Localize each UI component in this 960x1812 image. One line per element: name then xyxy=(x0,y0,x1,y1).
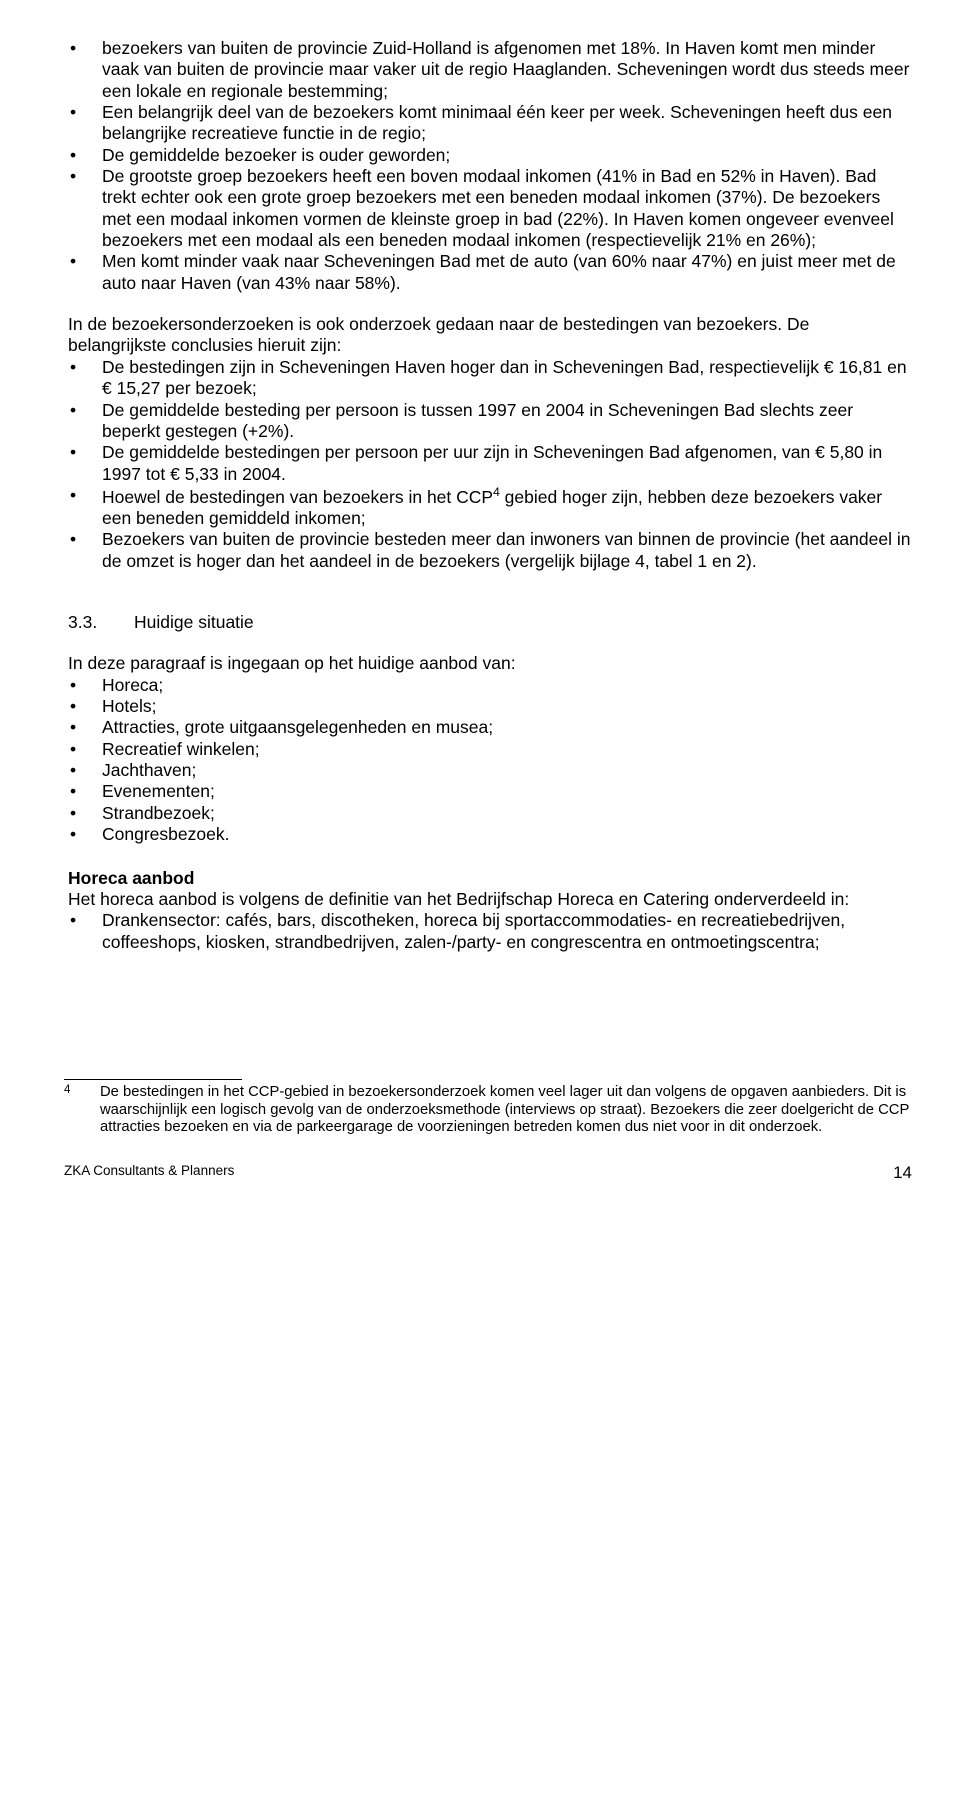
top-bullet-list: bezoekers van buiten de provincie Zuid-H… xyxy=(68,38,912,294)
list-item: Hoewel de bestedingen van bezoekers in h… xyxy=(68,485,912,530)
list-item: Horeca; xyxy=(68,675,912,696)
list-item: Bezoekers van buiten de provincie bested… xyxy=(68,529,912,572)
list-item: De gemiddelde bezoeker is ouder geworden… xyxy=(68,145,912,166)
list-item: De bestedingen zijn in Scheveningen Have… xyxy=(68,357,912,400)
list-item: Attracties, grote uitgaansgelegenheden e… xyxy=(68,717,912,738)
list-item: Drankensector: cafés, bars, discotheken,… xyxy=(68,910,912,953)
footnote-number: 4 xyxy=(64,1084,100,1137)
list-item: Evenementen; xyxy=(68,781,912,802)
list-item: De gemiddelde bestedingen per persoon pe… xyxy=(68,442,912,485)
section-title: Huidige situatie xyxy=(134,612,254,632)
list-item: bezoekers van buiten de provincie Zuid-H… xyxy=(68,38,912,102)
footer-publisher: ZKA Consultants & Planners xyxy=(64,1163,234,1184)
footnote-text: De bestedingen in het CCP-gebied in bezo… xyxy=(100,1084,912,1137)
list-item: De grootste groep bezoekers heeft een bo… xyxy=(68,166,912,251)
section-number: 3.3. xyxy=(68,612,134,633)
list-item: Een belangrijk deel van de bezoekers kom… xyxy=(68,102,912,145)
subheading-horeca: Horeca aanbod xyxy=(68,868,912,889)
list-item: Recreatief winkelen; xyxy=(68,739,912,760)
page-footer: ZKA Consultants & Planners 14 xyxy=(64,1163,912,1184)
paragraph-intro-bestedingen: In de bezoekersonderzoeken is ook onderz… xyxy=(68,314,912,357)
aanbod-bullet-list: Horeca; Hotels; Attracties, grote uitgaa… xyxy=(68,675,912,846)
footnote-separator xyxy=(64,1079,242,1080)
bestedingen-bullet-list: De bestedingen zijn in Scheveningen Have… xyxy=(68,357,912,572)
section-heading: 3.3.Huidige situatie xyxy=(68,612,912,633)
horeca-bullet-list: Drankensector: cafés, bars, discotheken,… xyxy=(68,910,912,953)
paragraph-intro-aanbod: In deze paragraaf is ingegaan op het hui… xyxy=(68,653,912,674)
footnote: 4 De bestedingen in het CCP-gebied in be… xyxy=(64,1084,912,1137)
text-fragment: Hoewel de bestedingen van bezoekers in h… xyxy=(102,487,493,507)
list-item: Hotels; xyxy=(68,696,912,717)
list-item: De gemiddelde besteding per persoon is t… xyxy=(68,400,912,443)
list-item: Congresbezoek. xyxy=(68,824,912,845)
footnote-ref: 4 xyxy=(493,485,500,499)
list-item: Strandbezoek; xyxy=(68,803,912,824)
page-number: 14 xyxy=(893,1163,912,1184)
list-item: Men komt minder vaak naar Scheveningen B… xyxy=(68,251,912,294)
paragraph-horeca-intro: Het horeca aanbod is volgens de definiti… xyxy=(68,889,912,910)
list-item: Jachthaven; xyxy=(68,760,912,781)
